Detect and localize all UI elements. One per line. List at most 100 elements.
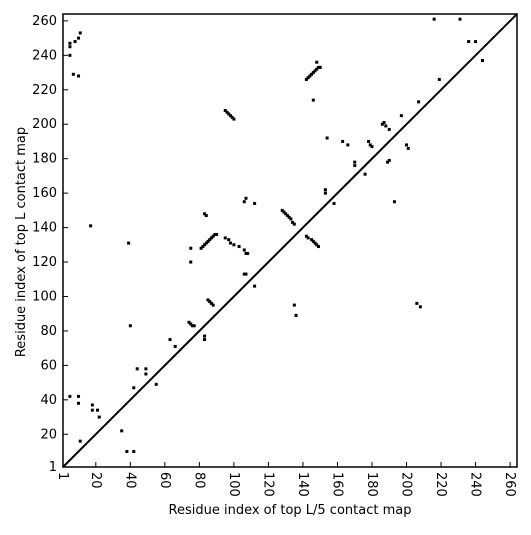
diagonal-line	[62, 13, 518, 468]
contact-point	[68, 394, 72, 398]
contact-point	[310, 238, 314, 242]
contact-point	[310, 72, 314, 76]
contact-point	[313, 241, 317, 245]
contact-point	[127, 241, 131, 245]
contact-point	[370, 145, 374, 149]
contact-point	[203, 243, 207, 247]
contact-point	[203, 334, 207, 338]
contact-point	[209, 236, 213, 240]
y-tick-label: 20	[40, 427, 57, 442]
contact-point	[237, 245, 241, 249]
y-tick-label: 140	[32, 221, 57, 236]
y-tick-label: 100	[32, 289, 57, 304]
contact-point	[363, 172, 367, 176]
contact-point	[280, 208, 284, 212]
contact-point	[78, 439, 82, 443]
contact-point	[90, 403, 94, 407]
contact-point	[204, 214, 208, 218]
x-axis-label: Residue index of top L/5 contact map	[169, 503, 412, 518]
contact-point	[405, 143, 409, 147]
contact-point	[417, 100, 421, 104]
contact-point	[154, 382, 158, 386]
contact-point	[77, 74, 81, 78]
contact-point	[323, 188, 327, 192]
y-tick-label: 120	[32, 255, 57, 270]
y-tick-label: 260	[32, 14, 57, 29]
y-tick-label: 220	[32, 83, 57, 98]
contact-point	[285, 214, 289, 218]
contact-point	[203, 212, 207, 216]
contact-point	[132, 386, 136, 390]
contact-point	[244, 196, 248, 200]
contact-point	[208, 300, 212, 304]
contact-point	[284, 212, 288, 216]
y-axis-label: Residue index of top L contact map	[14, 127, 29, 357]
contact-point	[232, 243, 236, 247]
contact-point	[120, 429, 124, 433]
contact-point	[315, 60, 319, 64]
contact-point	[399, 114, 403, 118]
contact-point	[380, 122, 384, 126]
x-tick-label: 180	[364, 472, 379, 497]
y-tick-label: 240	[32, 48, 57, 63]
contact-point	[96, 408, 100, 412]
contact-point	[368, 143, 372, 147]
contact-point	[313, 69, 317, 73]
contact-point	[135, 367, 139, 371]
y-tick-label: 160	[32, 186, 57, 201]
contact-point	[306, 76, 310, 80]
contact-point	[209, 301, 213, 305]
contact-point	[304, 234, 308, 238]
contact-point	[315, 243, 319, 247]
contact-point	[144, 372, 148, 376]
contact-point	[323, 191, 327, 195]
y-tick-label: 40	[40, 393, 57, 408]
contact-point	[244, 272, 248, 276]
contact-point	[206, 298, 210, 302]
contact-point	[78, 31, 82, 35]
contact-point	[242, 248, 246, 252]
contact-point	[253, 201, 257, 205]
contact-point	[215, 232, 219, 236]
contact-point	[189, 322, 193, 326]
contact-point	[187, 320, 191, 324]
contact-point	[287, 215, 291, 219]
contact-point	[353, 164, 357, 168]
y-tick-label: 60	[40, 358, 57, 373]
contact-point	[341, 139, 345, 143]
contact-point	[73, 40, 77, 44]
contact-point	[308, 74, 312, 78]
x-tick-label: 160	[329, 472, 344, 497]
contact-point	[474, 40, 478, 44]
contact-point	[311, 98, 315, 102]
x-tick-label: 260	[502, 472, 517, 497]
contact-point	[232, 117, 236, 121]
contact-point	[332, 201, 336, 205]
x-tick-label: 240	[468, 472, 483, 497]
contact-point	[68, 45, 72, 49]
contact-point	[173, 344, 177, 348]
contact-point	[223, 236, 227, 240]
contact-point	[144, 367, 148, 371]
x-tick-label: 20	[88, 472, 103, 489]
contact-point	[128, 324, 132, 328]
contact-point	[242, 200, 246, 204]
contact-point	[318, 65, 322, 69]
contact-point	[382, 121, 386, 125]
contact-point	[190, 324, 194, 328]
contact-point	[204, 241, 208, 245]
contact-point	[189, 246, 193, 250]
contact-point	[467, 40, 471, 44]
contact-point	[316, 65, 320, 69]
contact-point	[387, 158, 391, 162]
contact-point	[77, 401, 81, 405]
contact-point	[90, 408, 94, 412]
contact-point	[244, 251, 248, 255]
contact-point	[289, 217, 293, 221]
contact-point	[227, 112, 231, 116]
x-tick-label: 1	[55, 472, 70, 480]
x-tick-label: 40	[122, 472, 137, 489]
x-tick-label: 220	[433, 472, 448, 497]
contact-point	[253, 284, 257, 288]
